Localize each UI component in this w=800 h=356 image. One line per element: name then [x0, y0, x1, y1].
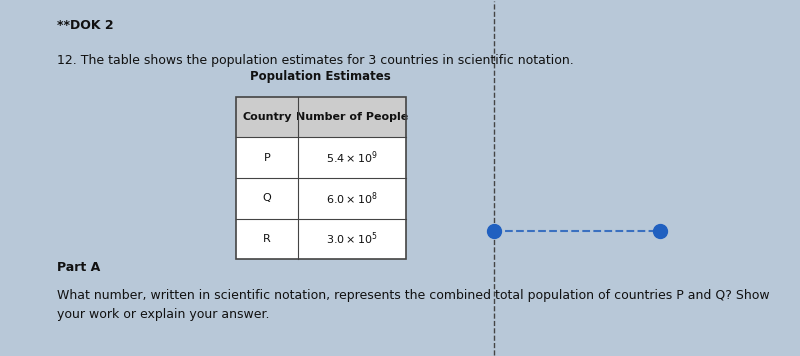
Text: P: P — [264, 153, 270, 163]
Text: Country: Country — [242, 112, 292, 122]
Text: Population Estimates: Population Estimates — [250, 70, 391, 83]
Text: 12. The table shows the population estimates for 3 countries in scientific notat: 12. The table shows the population estim… — [57, 54, 574, 67]
Bar — [236, 137, 406, 178]
Text: $6.0 \times 10^{8}$: $6.0 \times 10^{8}$ — [326, 190, 378, 206]
Bar — [236, 219, 406, 259]
Text: What number, written in scientific notation, represents the combined total popul: What number, written in scientific notat… — [57, 289, 770, 321]
Text: Q: Q — [262, 193, 271, 203]
Bar — [236, 97, 406, 137]
Text: Number of People: Number of People — [296, 112, 408, 122]
Text: $5.4 \times 10^{9}$: $5.4 \times 10^{9}$ — [326, 150, 378, 166]
Text: R: R — [263, 234, 271, 244]
Text: **DOK 2: **DOK 2 — [57, 19, 114, 32]
Bar — [236, 178, 406, 219]
Bar — [236, 97, 406, 259]
Text: $3.0 \times 10^{5}$: $3.0 \times 10^{5}$ — [326, 231, 378, 247]
Text: Part A: Part A — [57, 261, 100, 274]
